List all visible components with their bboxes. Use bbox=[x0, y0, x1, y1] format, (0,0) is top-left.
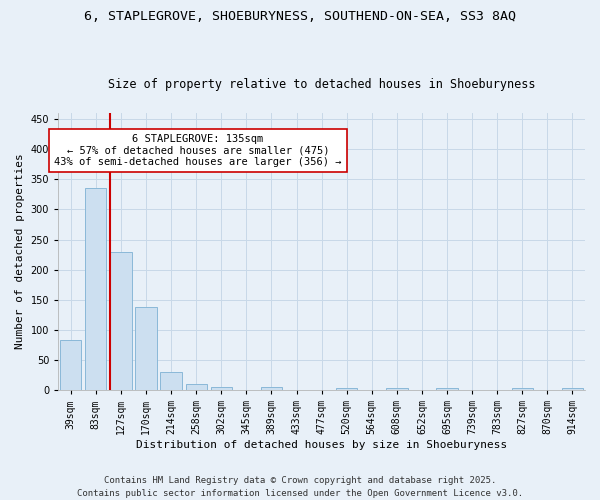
Bar bbox=[160, 372, 182, 390]
Y-axis label: Number of detached properties: Number of detached properties bbox=[15, 154, 25, 350]
Text: 6 STAPLEGROVE: 135sqm
← 57% of detached houses are smaller (475)
43% of semi-det: 6 STAPLEGROVE: 135sqm ← 57% of detached … bbox=[54, 134, 341, 167]
Bar bbox=[386, 388, 407, 390]
Bar bbox=[85, 188, 106, 390]
Bar bbox=[261, 387, 282, 390]
Text: Contains HM Land Registry data © Crown copyright and database right 2025.
Contai: Contains HM Land Registry data © Crown c… bbox=[77, 476, 523, 498]
Bar bbox=[110, 252, 131, 390]
Title: Size of property relative to detached houses in Shoeburyness: Size of property relative to detached ho… bbox=[108, 78, 535, 91]
Bar bbox=[562, 388, 583, 390]
Bar bbox=[211, 387, 232, 390]
Text: 6, STAPLEGROVE, SHOEBURYNESS, SOUTHEND-ON-SEA, SS3 8AQ: 6, STAPLEGROVE, SHOEBURYNESS, SOUTHEND-O… bbox=[84, 10, 516, 23]
Bar bbox=[185, 384, 207, 390]
Bar bbox=[436, 388, 458, 390]
Bar bbox=[336, 388, 358, 390]
Bar bbox=[60, 340, 82, 390]
Bar bbox=[136, 307, 157, 390]
Bar bbox=[512, 388, 533, 390]
X-axis label: Distribution of detached houses by size in Shoeburyness: Distribution of detached houses by size … bbox=[136, 440, 507, 450]
